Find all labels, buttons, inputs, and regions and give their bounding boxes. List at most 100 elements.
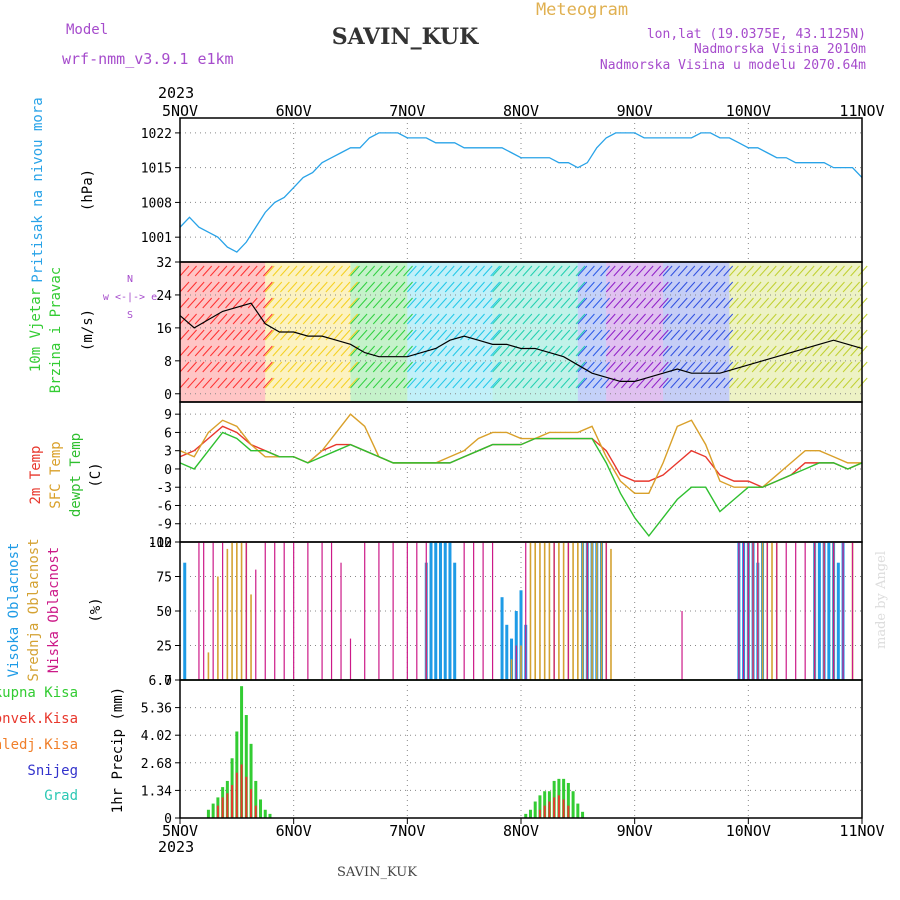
wind-barb (774, 377, 785, 389)
wind-barb (209, 281, 220, 293)
wind-barb (482, 345, 493, 357)
wind-barb (600, 281, 610, 293)
pressure-line (179, 132, 863, 253)
wind-barb (759, 345, 770, 357)
cloud-unit: (%) (88, 597, 104, 622)
wind-barb (700, 313, 711, 325)
cloud-bar (814, 542, 816, 680)
wind-barb (507, 345, 518, 357)
wind-barb (350, 329, 360, 341)
wind-barb (350, 281, 360, 293)
wind-barb (850, 297, 861, 309)
wind-barb (766, 361, 777, 373)
wind-barb (613, 313, 624, 325)
cloud-bar (752, 542, 754, 680)
ytick-label: 0 (164, 812, 172, 827)
date-top: 9NOV (617, 102, 653, 120)
wind-barb (295, 313, 305, 325)
wind-barb (819, 313, 830, 325)
wind-barb (804, 297, 815, 309)
wind-barb (751, 313, 762, 325)
ytick-label: -12 (149, 536, 172, 551)
wind-barb (804, 345, 815, 357)
ytick-label: 1001 (141, 231, 172, 246)
wind-barb (452, 377, 463, 389)
wind-barb (395, 265, 406, 277)
wind-barb (507, 377, 518, 389)
wind-barb (662, 361, 673, 373)
wind-barb (621, 265, 631, 277)
wind-barb (774, 345, 785, 357)
ytick-label: 25 (156, 640, 172, 655)
wind-barb (280, 313, 290, 325)
wind-barb (658, 329, 669, 341)
wind-barb (310, 377, 321, 389)
wind-barb (388, 313, 398, 325)
wind-barb (467, 377, 478, 389)
model-value: wrf-nmm_v3.9.1 e1km (62, 50, 234, 68)
wind-barb (232, 313, 243, 325)
ytick-label: 1008 (141, 196, 172, 211)
cloud-bar (321, 542, 323, 680)
wind-barb (202, 265, 213, 277)
wind-barb (194, 313, 205, 325)
wind-barb (482, 377, 493, 389)
wind-barb (414, 297, 425, 309)
temp-unit: (C) (88, 462, 104, 487)
wind-barb (643, 313, 654, 325)
cloud-bar (183, 562, 187, 680)
wind-barb (605, 297, 616, 309)
wind-barb (560, 345, 571, 357)
wind-barb (388, 281, 398, 293)
cloud-bar (510, 659, 513, 680)
wind-barb (310, 281, 321, 293)
wind-barb (406, 313, 417, 325)
ytick-label: 2.68 (141, 757, 172, 772)
wind-barb (333, 377, 343, 389)
wind-barb (240, 361, 250, 373)
wind-barb (403, 313, 413, 325)
wind-barb (522, 313, 533, 325)
wind-barb (317, 313, 328, 325)
wind-barb (287, 313, 298, 325)
wind-barb (475, 345, 485, 357)
wind-barb (264, 377, 275, 389)
wind-barb (850, 329, 861, 341)
wind-barb (194, 265, 205, 277)
wind-barb (317, 281, 328, 293)
wind-barb (537, 313, 548, 325)
precip-legend-1: Konvek.Kisa (0, 711, 78, 727)
wind-barb (507, 281, 518, 293)
wind-barb (670, 265, 681, 277)
wind-barb (522, 297, 533, 309)
wind-barb (490, 329, 501, 341)
wind-barb (272, 345, 283, 357)
precip-bar (211, 803, 215, 818)
wind-barb (414, 265, 425, 277)
wind-barb (537, 329, 548, 341)
wind-barb (475, 377, 485, 389)
wind-barb (217, 265, 228, 277)
cloud-bar (581, 542, 584, 680)
wind-barb (262, 345, 273, 357)
wind-barb (247, 297, 258, 309)
precip-bar (263, 809, 267, 818)
wind-barb (514, 313, 525, 325)
cloud-bar (378, 542, 380, 680)
wind-barb (287, 345, 298, 357)
cloud-bar (529, 542, 532, 680)
wind-barb (302, 345, 313, 357)
cloud-bar (605, 542, 607, 680)
wind-barb (492, 345, 502, 357)
wind-barb (406, 377, 417, 389)
precip-bar (566, 782, 570, 818)
cloud-bar (364, 542, 366, 680)
wind-barb (537, 281, 548, 293)
wind-barb (613, 329, 624, 341)
wind-barb (202, 297, 213, 309)
wind-barb (560, 329, 571, 341)
wind-barb (350, 313, 360, 325)
wind-barb (643, 345, 654, 357)
wind-barb (264, 265, 275, 277)
wind-barb (333, 265, 343, 277)
